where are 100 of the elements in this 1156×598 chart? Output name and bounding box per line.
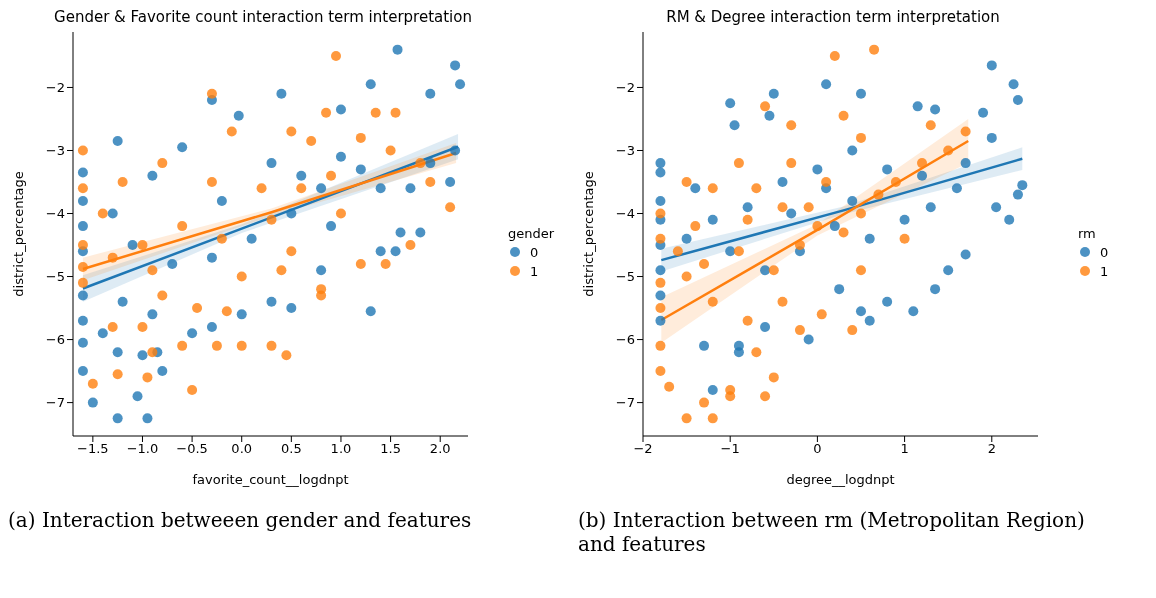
y-tick-label: −7 [615, 395, 635, 411]
point [256, 183, 267, 194]
point [77, 221, 88, 232]
point [838, 110, 849, 121]
point [768, 265, 779, 276]
point [930, 104, 941, 115]
point [1017, 180, 1028, 191]
point [707, 384, 718, 395]
point [742, 315, 753, 326]
point [77, 240, 88, 251]
point [326, 170, 337, 181]
point [405, 183, 416, 194]
point [321, 107, 332, 118]
point [760, 391, 771, 402]
point [107, 321, 118, 332]
point [276, 88, 287, 99]
point [266, 214, 277, 225]
legend-label: 1 [530, 263, 539, 279]
point [450, 145, 461, 156]
point [855, 265, 866, 276]
point [147, 170, 158, 181]
point [681, 177, 692, 187]
point [960, 126, 971, 137]
point [177, 142, 188, 153]
point [425, 177, 436, 187]
y-axis-title: district_percentage [580, 171, 596, 297]
point [855, 306, 866, 317]
legend-title: gender [508, 225, 555, 241]
point [206, 252, 217, 263]
point [1004, 214, 1015, 225]
x-axis-title: degree__logdnpt [786, 472, 895, 487]
point [847, 145, 858, 156]
point [157, 366, 168, 377]
point [707, 183, 718, 194]
point [77, 290, 88, 301]
point [415, 227, 426, 238]
point [768, 88, 779, 99]
point [355, 164, 366, 175]
point [1012, 189, 1023, 200]
point [370, 107, 381, 118]
point [296, 170, 307, 181]
point [655, 167, 666, 178]
point [742, 214, 753, 225]
point [655, 303, 666, 314]
point [142, 372, 153, 383]
point [375, 183, 386, 194]
point [132, 391, 143, 402]
point [777, 296, 788, 307]
y-tick-label: −5 [615, 269, 635, 285]
point [733, 246, 744, 257]
point [925, 120, 936, 131]
point [786, 208, 797, 219]
point [390, 107, 401, 118]
point [335, 208, 346, 219]
point [266, 296, 277, 307]
point [77, 315, 88, 326]
point [236, 271, 247, 282]
point [864, 315, 875, 326]
x-tick-label: 2 [987, 441, 996, 457]
point [286, 208, 297, 219]
point [117, 296, 128, 307]
point [390, 246, 401, 257]
point [117, 177, 128, 187]
point [306, 136, 317, 147]
point [206, 88, 217, 99]
point [890, 177, 901, 187]
point [764, 110, 775, 121]
y-tick-label: −5 [45, 269, 65, 285]
x-tick-label: 0 [813, 441, 822, 457]
point [655, 340, 666, 351]
point [157, 290, 168, 301]
legend-label: 0 [530, 244, 539, 260]
point [395, 227, 406, 238]
point [147, 309, 158, 320]
point [375, 246, 386, 257]
point [986, 132, 997, 143]
point [112, 347, 123, 358]
point [978, 107, 989, 118]
point [917, 158, 928, 169]
point [899, 233, 910, 244]
point [211, 340, 222, 351]
point [751, 347, 762, 358]
point [236, 309, 247, 320]
point [855, 88, 866, 99]
point [236, 340, 247, 351]
point [803, 202, 814, 213]
point [707, 214, 718, 225]
point [450, 60, 461, 71]
text: (a) Interaction betweeen gender and features [8, 508, 473, 532]
x-tick-label: −2 [633, 441, 653, 457]
point [751, 183, 762, 194]
point [834, 284, 845, 295]
point [786, 120, 797, 131]
x-tick-label: −1.0 [126, 441, 159, 457]
y-tick-label: −6 [615, 332, 635, 348]
point [951, 183, 962, 194]
point [960, 249, 971, 260]
point [97, 328, 108, 339]
point [365, 79, 376, 90]
x-tick-label: −1 [720, 441, 740, 457]
